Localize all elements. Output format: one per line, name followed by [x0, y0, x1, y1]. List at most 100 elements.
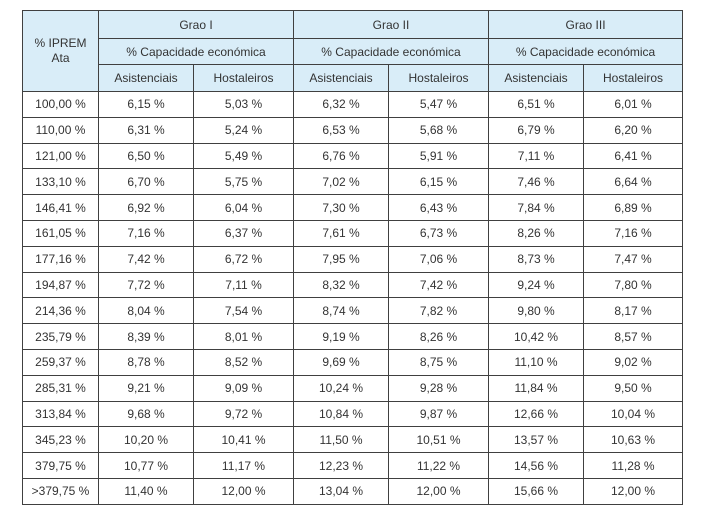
iprem-cell: >379,75 %: [22, 477, 99, 505]
value-cell: 10,84 %: [293, 400, 390, 428]
value-cell: 7,82 %: [388, 297, 490, 325]
table-row: 379,75 % 10,77 % 11,17 % 12,23 % 11,22 % 14,5…: [22, 452, 684, 479]
table-row: 121,00 % 6,50 % 5,49 % 6,76 % 5,91 % 7,11 % 6,…: [22, 142, 684, 170]
value-cell: 7,02 %: [293, 168, 390, 196]
value-cell: 6,20 %: [583, 116, 684, 144]
value-cell: 8,26 %: [388, 323, 490, 350]
value-cell: 9,19 %: [293, 323, 390, 350]
value-cell: 6,72 %: [192, 245, 295, 273]
value-cell: 8,04 %: [98, 297, 194, 325]
value-cell: 10,42 %: [488, 323, 585, 350]
iprem-cell: 194,87 %: [22, 271, 99, 299]
iprem-cell: 214,36 %: [22, 297, 99, 325]
column-header-asistenciais-1: Asistenciais: [98, 64, 194, 92]
value-cell: 11,22 %: [388, 452, 490, 479]
column-header-hostaleiros-3: Hostaleiros: [583, 64, 684, 92]
table-row: 259,37 % 8,78 % 8,52 % 9,69 % 8,75 % 11,10 % 9…: [22, 348, 684, 376]
value-cell: 11,84 %: [488, 374, 585, 402]
value-cell: 7,42 %: [388, 271, 490, 299]
iprem-cell: 110,00 %: [22, 116, 99, 144]
value-cell: 12,66 %: [488, 400, 585, 428]
value-cell: 7,95 %: [293, 245, 390, 273]
capacity-header-row: % Capacidade económica % Capacidade econ…: [23, 38, 684, 65]
value-cell: 6,15 %: [98, 91, 194, 118]
value-cell: 7,11 %: [488, 142, 585, 170]
iprem-cell: 313,84 %: [22, 400, 99, 428]
value-cell: 11,17 %: [192, 452, 295, 479]
value-cell: 7,30 %: [293, 194, 390, 221]
iprem-cell: 285,31 %: [22, 374, 99, 402]
value-cell: 10,41 %: [192, 426, 295, 454]
value-cell: 6,73 %: [388, 219, 490, 247]
value-cell: 12,23 %: [293, 452, 390, 479]
value-cell: 5,24 %: [192, 116, 295, 144]
value-cell: 7,84 %: [488, 194, 585, 221]
value-cell: 6,89 %: [583, 194, 684, 221]
value-cell: 10,51 %: [388, 426, 490, 454]
table-row: 313,84 % 9,68 % 9,72 % 10,84 % 9,87 % 12,66 %…: [22, 400, 684, 428]
table-row: 100,00 % 6,15 % 5,03 % 6,32 % 5,47 % 6,51 % 6,…: [22, 91, 684, 118]
subcolumn-header-row: Asistenciais Hostaleiros Asistenciais Ho…: [23, 64, 684, 92]
iprem-cell: 146,41 %: [22, 194, 99, 221]
value-cell: 6,92 %: [98, 194, 194, 221]
value-cell: 6,76 %: [293, 142, 390, 170]
capacity-header-grao-2: % Capacidade económica: [293, 38, 490, 65]
value-cell: 14,56 %: [488, 452, 585, 479]
group-header-row: % IPREM Ata Grao I Grao II Grao III: [22, 10, 684, 92]
value-cell: 7,42 %: [98, 245, 194, 273]
value-cell: 10,24 %: [293, 374, 390, 402]
value-cell: 6,01 %: [583, 91, 684, 118]
value-cell: 7,54 %: [192, 297, 295, 325]
value-cell: 6,04 %: [192, 194, 295, 221]
value-cell: 8,01 %: [192, 323, 295, 350]
iprem-cell: 161,05 %: [22, 219, 99, 247]
value-cell: 13,04 %: [293, 477, 390, 505]
value-cell: 10,77 %: [98, 452, 194, 479]
value-cell: 10,20 %: [98, 426, 194, 454]
capacity-header-grao-1: % Capacidade económica: [97, 38, 295, 65]
value-cell: 9,68 %: [98, 400, 194, 428]
value-cell: 12,00 %: [192, 477, 295, 505]
iprem-cell: 133,10 %: [22, 168, 99, 196]
value-cell: 8,52 %: [192, 348, 295, 376]
value-cell: 8,39 %: [98, 323, 194, 350]
table-row: 133,10 % 6,70 % 5,75 % 7,02 % 6,15 % 7,46 % 6,…: [22, 168, 684, 196]
column-header-hostaleiros-1: Hostaleiros: [192, 64, 295, 92]
value-cell: 9,28 %: [388, 374, 490, 402]
table-row: >379,75 % 11,40 % 12,00 % 13,04 % 12,00 % 15,…: [22, 477, 684, 505]
value-cell: 8,75 %: [388, 348, 490, 376]
value-cell: 11,50 %: [293, 426, 390, 454]
value-cell: 6,31 %: [98, 116, 194, 144]
capacity-header-grao-3: % Capacidade económica: [488, 38, 684, 65]
value-cell: 7,47 %: [583, 245, 684, 273]
value-cell: 6,64 %: [583, 168, 684, 196]
value-cell: 7,06 %: [388, 245, 490, 273]
value-cell: 6,50 %: [98, 142, 194, 170]
table-row: 110,00 % 6,31 % 5,24 % 6,53 % 5,68 % 6,79 % 6,…: [22, 116, 684, 144]
group-header-grao-2: Grao II: [293, 10, 490, 39]
value-cell: 5,47 %: [388, 91, 490, 118]
value-cell: 7,16 %: [98, 219, 194, 247]
table-row: 146,41 % 6,92 % 6,04 % 7,30 % 6,43 % 7,84 % 6,…: [22, 194, 684, 221]
value-cell: 7,16 %: [583, 219, 684, 247]
value-cell: 7,11 %: [192, 271, 295, 299]
value-cell: 8,17 %: [583, 297, 684, 325]
value-cell: 9,50 %: [583, 374, 684, 402]
table-row: 177,16 % 7,42 % 6,72 % 7,95 % 7,06 % 8,73 % 7,…: [22, 245, 684, 273]
value-cell: 10,04 %: [583, 400, 684, 428]
value-cell: 8,26 %: [488, 219, 585, 247]
group-header-grao-1: Grao I: [97, 10, 295, 39]
value-cell: 8,74 %: [293, 297, 390, 325]
value-cell: 8,73 %: [488, 245, 585, 273]
iprem-cell: 177,16 %: [22, 245, 99, 273]
iprem-capacity-table: % IPREM Ata Grao I Grao II Grao III % Ca…: [22, 10, 684, 505]
iprem-cell: 345,23 %: [22, 426, 99, 454]
value-cell: 8,78 %: [98, 348, 194, 376]
value-cell: 9,21 %: [98, 374, 194, 402]
value-cell: 5,75 %: [192, 168, 295, 196]
corner-header-line1: % IPREM: [34, 36, 87, 50]
table-row: 161,05 % 7,16 % 6,37 % 7,61 % 6,73 % 8,26 % 7,…: [22, 219, 684, 247]
value-cell: 9,24 %: [488, 271, 585, 299]
table-row: 345,23 % 10,20 % 10,41 % 11,50 % 10,51 % 13,5…: [22, 426, 684, 454]
